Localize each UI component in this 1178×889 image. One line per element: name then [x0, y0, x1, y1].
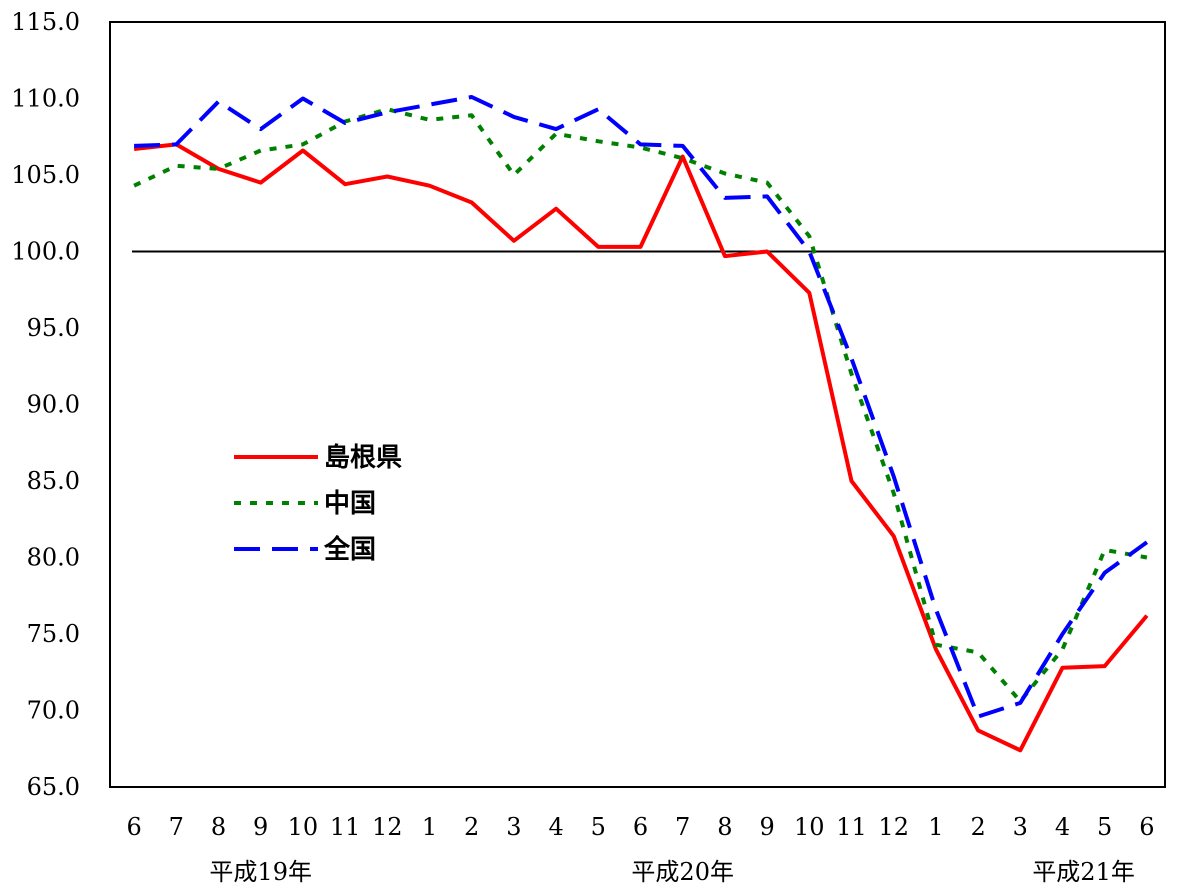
era-label: 平成20年	[631, 858, 734, 886]
x-tick-label: 5	[1097, 813, 1112, 841]
legend-label: 島根県	[324, 443, 402, 473]
series-line	[133, 107, 1148, 704]
plot-area-border	[109, 21, 1166, 788]
x-tick-label: 7	[169, 813, 184, 841]
x-tick-label: 11	[330, 813, 361, 841]
legend-label: 中国	[324, 489, 376, 519]
x-tick-label: 1	[928, 813, 943, 841]
y-tick-label: 65.0	[27, 773, 80, 801]
y-tick-label: 70.0	[27, 697, 80, 725]
x-tick-label: 8	[211, 813, 226, 841]
series-line	[134, 95, 1149, 719]
x-tick-label: 10	[794, 813, 825, 841]
y-tick-label: 90.0	[27, 391, 80, 419]
x-tick-label: 1	[422, 813, 437, 841]
y-tick-label: 115.0	[11, 8, 80, 36]
x-tick-label: 9	[253, 813, 268, 841]
era-label: 平成19年	[209, 858, 312, 886]
x-tick-label: 11	[836, 813, 867, 841]
y-tick-label: 85.0	[27, 467, 80, 495]
y-tick-label: 110.0	[11, 85, 80, 113]
x-tick-label: 5	[591, 813, 606, 841]
x-tick-label: 2	[464, 813, 479, 841]
y-tick-label: 105.0	[11, 161, 80, 189]
series-line	[133, 142, 1149, 753]
x-tick-label: 4	[548, 813, 563, 841]
x-axis-ticks: 6 7 8 9 10 11 12 1 2 3 4 5 6 7 8 9 10 11 12 1 2 3 4 5 6	[126, 813, 1154, 841]
x-tick-label: 3	[1013, 813, 1028, 841]
y-tick-label: 75.0	[27, 620, 80, 648]
y-tick-label: 80.0	[27, 544, 80, 572]
y-tick-label: 95.0	[27, 314, 80, 342]
y-axis-ticks: 65.0 70.0 75.0 80.0 85.0 90.0 95.0 100.0 105.0 11…	[11, 8, 80, 801]
x-tick-label: 6	[126, 813, 141, 841]
x-tick-label: 3	[506, 813, 521, 841]
series-lines	[133, 95, 1149, 753]
x-tick-label: 6	[633, 813, 648, 841]
x-tick-label: 2	[970, 813, 985, 841]
x-tick-label: 7	[675, 813, 690, 841]
y-tick-label: 100.0	[11, 238, 80, 266]
x-tick-label: 10	[288, 813, 319, 841]
plot-frame	[109, 21, 1166, 788]
era-labels: 平成19年 平成20年 平成21年	[209, 858, 1134, 886]
x-tick-label: 6	[1139, 813, 1154, 841]
x-tick-label: 12	[372, 813, 403, 841]
x-tick-label: 12	[878, 813, 909, 841]
era-label: 平成21年	[1032, 858, 1135, 886]
x-tick-label: 9	[759, 813, 774, 841]
x-tick-label: 4	[1055, 813, 1070, 841]
x-tick-label: 8	[717, 813, 732, 841]
legend-label: 全国	[323, 534, 376, 565]
